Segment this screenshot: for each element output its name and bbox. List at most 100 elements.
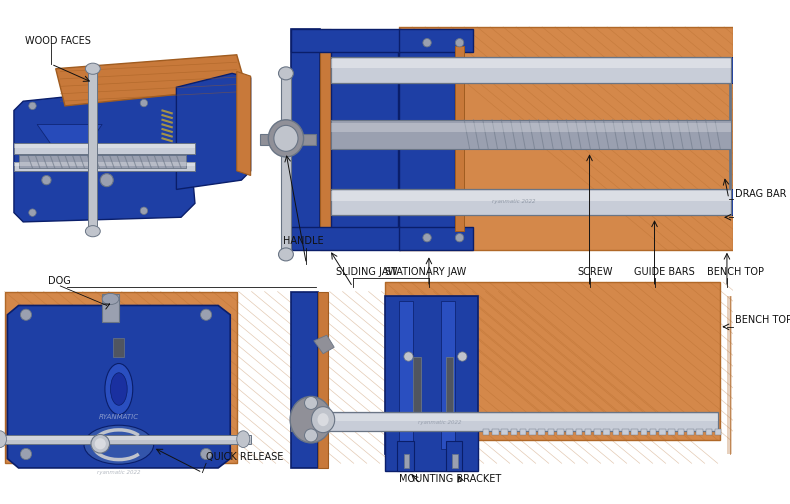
Bar	[594, 429, 600, 434]
Bar	[650, 429, 656, 434]
Text: STATIONARY JAW: STATIONARY JAW	[386, 268, 467, 277]
Bar	[386, 296, 478, 454]
Bar	[102, 294, 118, 322]
Ellipse shape	[95, 438, 106, 450]
Polygon shape	[7, 305, 230, 468]
Bar	[678, 429, 684, 434]
Bar	[483, 429, 489, 434]
Ellipse shape	[21, 449, 32, 460]
Text: DOG: DOG	[48, 276, 71, 286]
Bar	[604, 429, 610, 434]
Bar	[631, 429, 638, 434]
Ellipse shape	[201, 449, 212, 460]
Ellipse shape	[91, 434, 110, 453]
Text: SCREW: SCREW	[577, 268, 613, 277]
Bar	[613, 429, 619, 434]
Polygon shape	[14, 87, 195, 222]
Text: ryanmatic 2022: ryanmatic 2022	[97, 470, 141, 475]
Text: WOOD FACES: WOOD FACES	[25, 36, 91, 46]
Text: BENCH TOP: BENCH TOP	[735, 315, 790, 325]
Ellipse shape	[290, 397, 332, 443]
Bar	[291, 414, 717, 421]
Bar	[413, 356, 420, 412]
Bar	[14, 162, 195, 171]
Bar	[318, 291, 328, 468]
Ellipse shape	[311, 407, 335, 432]
Ellipse shape	[0, 431, 6, 448]
Ellipse shape	[304, 429, 318, 442]
Ellipse shape	[318, 413, 329, 426]
Bar	[113, 338, 124, 356]
Ellipse shape	[304, 397, 318, 409]
Bar	[446, 356, 453, 412]
Ellipse shape	[102, 293, 118, 304]
Bar	[0, 436, 250, 440]
Bar	[5, 22, 255, 255]
Bar	[332, 45, 398, 231]
Bar	[0, 435, 250, 444]
Bar	[622, 429, 629, 434]
Ellipse shape	[140, 99, 148, 107]
Bar	[566, 429, 573, 434]
Ellipse shape	[21, 309, 32, 321]
Bar	[529, 429, 536, 434]
Bar	[727, 296, 732, 454]
Bar	[727, 190, 732, 215]
Bar	[687, 429, 694, 434]
Bar	[547, 429, 555, 434]
Bar	[5, 291, 237, 463]
Ellipse shape	[423, 233, 431, 242]
Bar	[320, 29, 332, 250]
Ellipse shape	[269, 120, 303, 157]
Text: GUIDE BARS: GUIDE BARS	[634, 268, 695, 277]
Bar	[14, 143, 195, 154]
Bar	[281, 74, 291, 255]
Polygon shape	[237, 72, 250, 175]
Ellipse shape	[274, 125, 298, 151]
Text: RYANMATIC: RYANMATIC	[99, 414, 139, 420]
Text: QUICK RELEASE: QUICK RELEASE	[206, 452, 284, 462]
Ellipse shape	[42, 175, 51, 185]
Bar	[727, 56, 732, 83]
Bar	[399, 227, 473, 250]
Bar	[585, 429, 592, 434]
Bar	[332, 122, 731, 132]
Ellipse shape	[455, 233, 464, 242]
Ellipse shape	[423, 38, 431, 47]
Bar	[332, 58, 731, 68]
Bar	[397, 441, 414, 471]
Bar	[291, 412, 717, 431]
Bar	[510, 429, 517, 434]
Text: MOUNTING BRACKET: MOUNTING BRACKET	[399, 474, 502, 484]
Polygon shape	[176, 74, 250, 190]
Bar	[332, 190, 731, 215]
Polygon shape	[56, 55, 246, 106]
Bar	[455, 45, 465, 231]
Bar	[659, 429, 666, 434]
Text: ryanmatic 2022: ryanmatic 2022	[418, 420, 461, 425]
Ellipse shape	[28, 209, 36, 216]
Ellipse shape	[457, 352, 467, 361]
Bar	[404, 454, 409, 468]
Bar	[14, 144, 195, 148]
Ellipse shape	[28, 102, 36, 109]
Bar	[260, 134, 316, 145]
Bar	[332, 120, 731, 150]
Ellipse shape	[279, 248, 293, 261]
Bar	[641, 429, 647, 434]
Ellipse shape	[105, 363, 133, 415]
Text: SLIDING JAW: SLIDING JAW	[336, 268, 397, 277]
Bar	[386, 282, 720, 440]
Bar	[539, 429, 545, 434]
Ellipse shape	[140, 207, 148, 215]
Bar	[14, 162, 195, 166]
Bar	[705, 429, 712, 434]
Text: DRAG BAR: DRAG BAR	[735, 190, 787, 200]
Bar	[492, 429, 498, 434]
Bar	[291, 291, 318, 468]
Ellipse shape	[404, 352, 413, 361]
Bar	[291, 29, 320, 250]
Polygon shape	[314, 335, 334, 354]
Ellipse shape	[279, 67, 293, 80]
Ellipse shape	[111, 373, 127, 405]
